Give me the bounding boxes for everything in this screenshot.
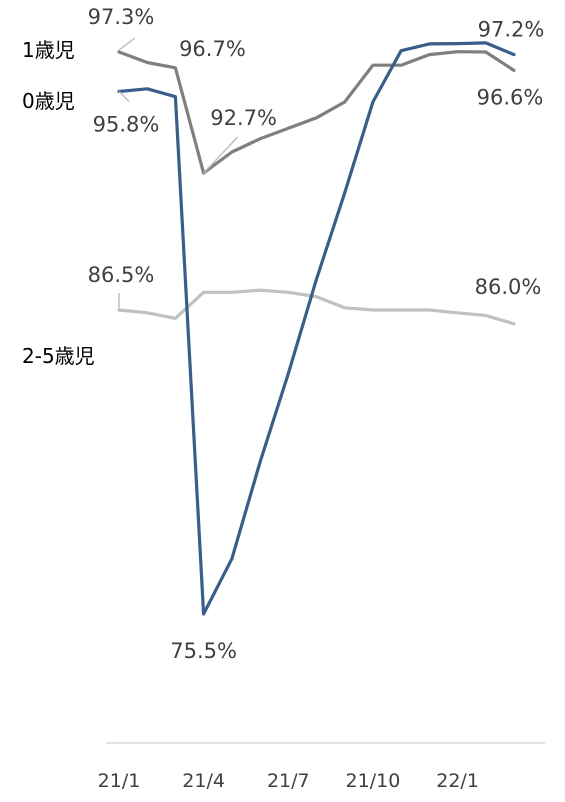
data-label: 97.3% [88,5,155,29]
label-leader [118,90,130,102]
data-label: 96.7% [179,37,246,61]
x-tick-labels: 21/1 21/4 21/7 21/10 22/1 [98,770,479,792]
series-0yr-line [117,41,516,616]
x-tick-label: 21/1 [98,770,141,792]
data-label: 96.6% [477,85,544,109]
x-tick-label: 21/10 [346,770,401,792]
data-label: 75.5% [170,639,237,663]
x-tick-label: 21/7 [267,770,310,792]
data-label: 92.7% [210,106,277,130]
series-lines [117,41,516,616]
series-name-labels: 1歳児 0歳児 2-5歳児 [22,38,95,368]
x-tick-label: 21/4 [182,770,225,792]
data-label: 86.5% [88,263,155,287]
label-leader [118,37,136,51]
data-label: 97.2% [478,18,545,42]
data-label: 95.8% [93,112,160,136]
series-2to5yr-line [117,288,516,326]
series-name-label: 0歳児 [22,89,75,113]
label-leader [203,136,239,174]
data-labels: 97.3% 96.7% 92.7% 96.6% 95.8% 75.5% 97.2% 86.5%… [88,5,545,663]
label-leader-lines [118,37,239,310]
series-name-label: 1歳児 [22,38,75,62]
series-name-label: 2-5歳児 [22,344,95,368]
data-label: 86.0% [475,275,542,299]
x-tick-label: 22/1 [436,770,479,792]
